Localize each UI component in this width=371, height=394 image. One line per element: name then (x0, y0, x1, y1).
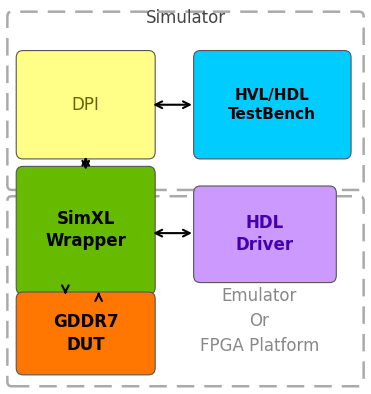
FancyBboxPatch shape (16, 292, 155, 375)
Text: Emulator
Or
FPGA Platform: Emulator Or FPGA Platform (200, 287, 319, 355)
Text: HDL
Driver: HDL Driver (236, 214, 294, 255)
FancyBboxPatch shape (194, 186, 336, 282)
Text: DPI: DPI (72, 96, 100, 114)
Text: GDDR7
DUT: GDDR7 DUT (53, 313, 118, 353)
Text: Simulator: Simulator (145, 9, 226, 27)
FancyBboxPatch shape (16, 166, 155, 294)
FancyBboxPatch shape (194, 50, 351, 159)
FancyBboxPatch shape (16, 50, 155, 159)
Text: HVL/HDL
TestBench: HVL/HDL TestBench (229, 88, 316, 121)
Text: SimXL
Wrapper: SimXL Wrapper (45, 210, 126, 251)
